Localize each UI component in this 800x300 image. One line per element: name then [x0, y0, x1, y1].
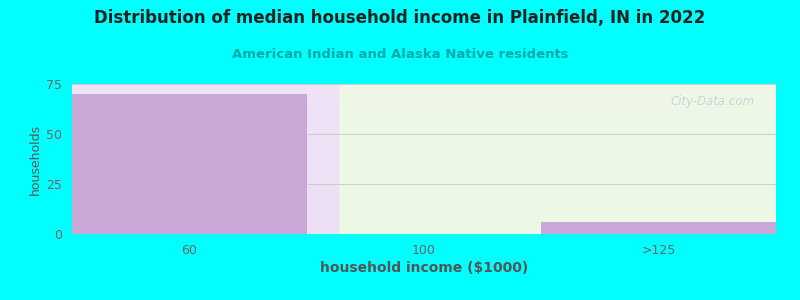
Y-axis label: households: households — [29, 123, 42, 195]
X-axis label: household income ($1000): household income ($1000) — [320, 261, 528, 275]
Text: American Indian and Alaska Native residents: American Indian and Alaska Native reside… — [232, 48, 568, 61]
Text: Distribution of median household income in Plainfield, IN in 2022: Distribution of median household income … — [94, 9, 706, 27]
Text: City-Data.com: City-Data.com — [670, 94, 755, 107]
Bar — [542, 222, 776, 234]
Bar — [72, 94, 306, 234]
